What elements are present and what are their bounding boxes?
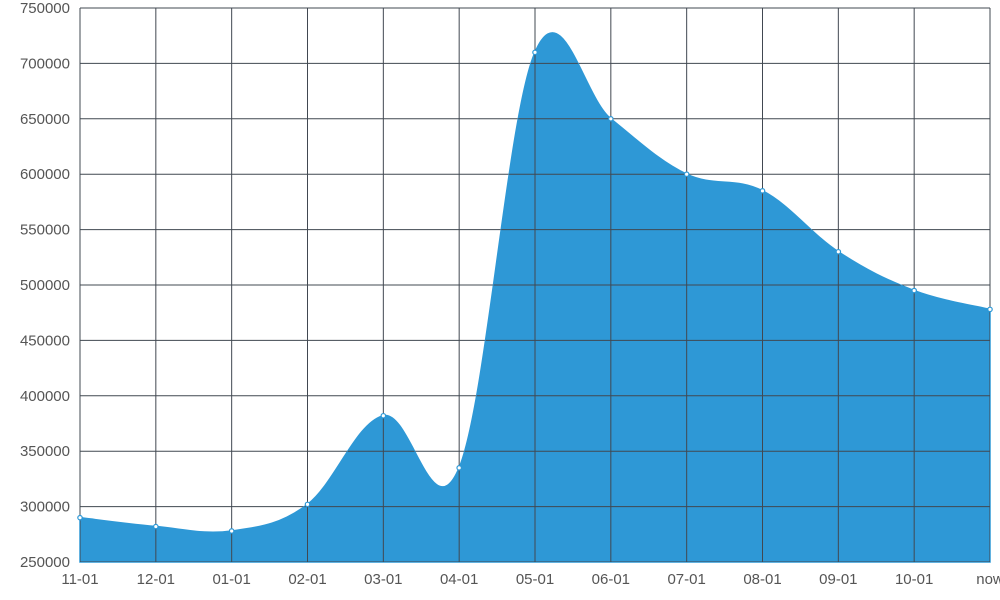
x-tick-label: 01-01 — [212, 571, 250, 588]
data-marker — [988, 307, 992, 311]
y-tick-label: 500000 — [20, 277, 70, 294]
data-marker — [457, 466, 461, 470]
y-tick-label: 300000 — [20, 499, 70, 516]
x-tick-label: 04-01 — [440, 571, 478, 588]
x-tick-label: 07-01 — [667, 571, 705, 588]
data-marker — [381, 414, 385, 418]
chart-svg: 250000 300000 350000 400000 450000 500000 5500… — [0, 0, 1000, 600]
x-tick-label: 11-01 — [61, 571, 98, 588]
x-tick-label: now — [976, 571, 1000, 588]
data-marker — [533, 50, 537, 54]
y-tick-label: 450000 — [20, 332, 70, 349]
x-tick-label: 12-01 — [137, 571, 175, 588]
data-marker — [609, 117, 613, 121]
data-marker — [154, 524, 158, 528]
y-tick-label: 700000 — [20, 55, 70, 72]
data-marker — [78, 515, 82, 519]
x-tick-label: 09-01 — [819, 571, 857, 588]
y-tick-label: 650000 — [20, 111, 70, 128]
data-marker — [760, 189, 764, 193]
data-marker — [684, 172, 688, 176]
y-tick-label: 550000 — [20, 222, 70, 239]
data-marker — [912, 288, 916, 292]
y-tick-label: 250000 — [20, 554, 70, 571]
area-chart: 250000 300000 350000 400000 450000 500000 5500… — [0, 0, 1000, 600]
x-tick-label: 05-01 — [516, 571, 554, 588]
data-marker — [305, 502, 309, 506]
y-tick-label: 350000 — [20, 443, 70, 460]
x-tick-label: 10-01 — [895, 571, 933, 588]
x-tick-label: 03-01 — [364, 571, 402, 588]
y-tick-label: 750000 — [20, 0, 70, 17]
x-tick-label: 02-01 — [288, 571, 326, 588]
y-tick-label: 600000 — [20, 166, 70, 183]
x-tick-label: 06-01 — [592, 571, 630, 588]
y-tick-label: 400000 — [20, 388, 70, 405]
data-marker — [836, 250, 840, 254]
x-tick-label: 08-01 — [743, 571, 781, 588]
data-marker — [229, 529, 233, 533]
